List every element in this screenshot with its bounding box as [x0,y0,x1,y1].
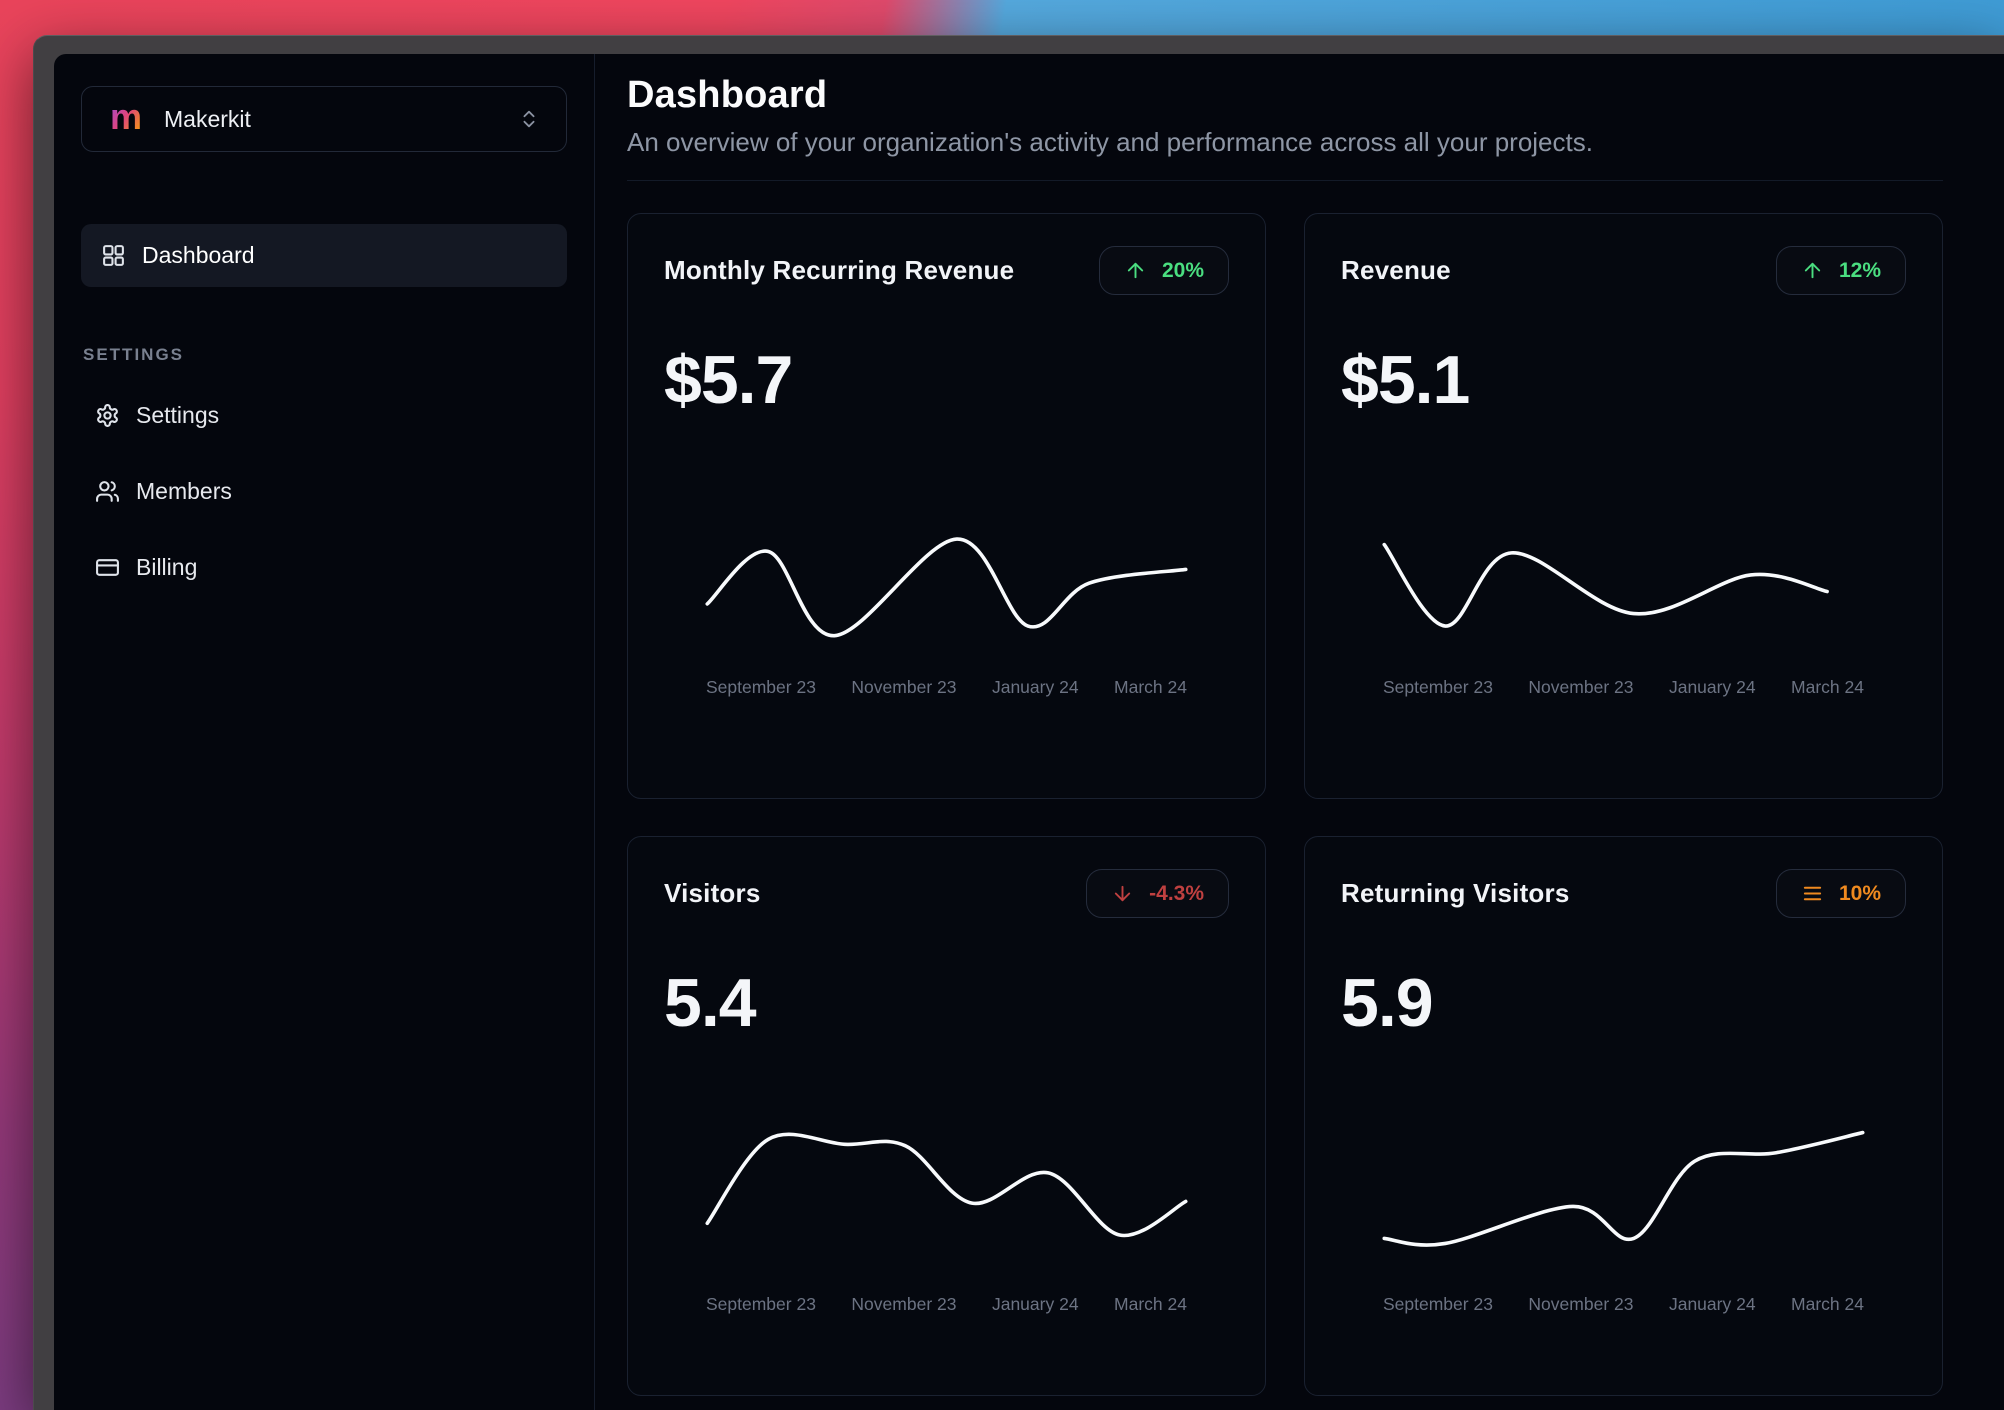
trend-badge: -4.3% [1086,869,1229,918]
gear-icon [95,403,120,428]
badge-value: 12% [1838,258,1881,282]
sidebar-item-members[interactable]: Members [81,453,567,529]
card-visitors: Visitors -4.3% 5.4 September 23 November … [627,836,1266,1396]
sparkline-chart: September 23 November 23 January 24 March 2… [1369,1104,1878,1315]
credit-card-icon [95,555,120,580]
metric-value: 5.9 [1341,965,1434,1041]
card-monthly-recurring-revenue: Monthly Recurring Revenue 20% $5.7 Septe… [627,213,1266,799]
users-icon [95,479,120,504]
sidebar-item-label: Billing [136,553,198,580]
sparkline-chart: September 23 November 23 January 24 March 2… [692,517,1201,698]
page-title: Dashboard [627,74,828,116]
trend-badge: 10% [1775,869,1906,918]
page-header: Dashboard An overview of your organizati… [627,74,1943,181]
sidebar-section-settings: SETTINGS [83,345,185,364]
arrow-up-icon [1127,262,1144,279]
arrow-down-icon [1114,885,1131,902]
trend-badge: 20% [1098,246,1229,295]
x-axis-labels: September 23 November 23 January 24 March 2… [1383,1294,1864,1314]
main-content: Dashboard An overview of your organizati… [595,54,2004,1410]
x-axis-labels: September 23 November 23 January 24 March 2… [706,1294,1187,1314]
layout-grid-icon [101,243,126,268]
workspace-selector[interactable]: m Makerkit [81,86,567,152]
sidebar-item-settings[interactable]: Settings [81,377,567,453]
sidebar: m Makerkit Dashboard SETTINGS [54,54,595,1410]
sidebar-item-label: Members [136,477,232,504]
card-title: Revenue [1341,255,1451,285]
card-title: Returning Visitors [1341,878,1570,908]
sparkline-chart: September 23 November 23 January 24 March 2… [692,1104,1201,1315]
metric-value: $5.1 [1341,342,1470,418]
arrow-up-icon [1804,262,1821,279]
sidebar-item-label: Settings [136,401,220,428]
metrics-grid: Monthly Recurring Revenue 20% $5.7 Septe… [627,213,1943,1396]
sparkline-chart: September 23 November 23 January 24 March 2… [1369,517,1878,698]
card-title: Visitors [664,878,761,908]
app-window: m Makerkit Dashboard SETTINGS [33,35,2004,1410]
trend-badge: 12% [1775,246,1906,295]
card-returning-visitors: Returning Visitors 10% 5.9 September 23 N… [1304,836,1943,1396]
workspace-name: Makerkit [164,105,251,132]
badge-value: 20% [1161,258,1204,282]
card-title: Monthly Recurring Revenue [664,255,1015,285]
metric-value: $5.7 [664,342,793,418]
x-axis-labels: September 23 November 23 January 24 March 2… [1383,677,1864,697]
makerkit-logo-icon: m [110,96,143,137]
page-subtitle: An overview of your organization's activ… [627,127,1593,157]
sidebar-item-label: Dashboard [142,242,255,268]
window-content: m Makerkit Dashboard SETTINGS [54,54,2004,1410]
card-revenue: Revenue 12% $5.1 September 23 November 23… [1304,213,1943,799]
sidebar-item-dashboard[interactable]: Dashboard [81,224,567,287]
sidebar-item-billing[interactable]: Billing [81,529,567,605]
trend-flat-icon [1803,886,1822,901]
chevrons-up-down-icon [518,108,540,130]
badge-value: -4.3% [1149,881,1204,905]
x-axis-labels: September 23 November 23 January 24 March 2… [706,677,1187,697]
metric-value: 5.4 [664,965,757,1041]
badge-value: 10% [1838,881,1881,905]
